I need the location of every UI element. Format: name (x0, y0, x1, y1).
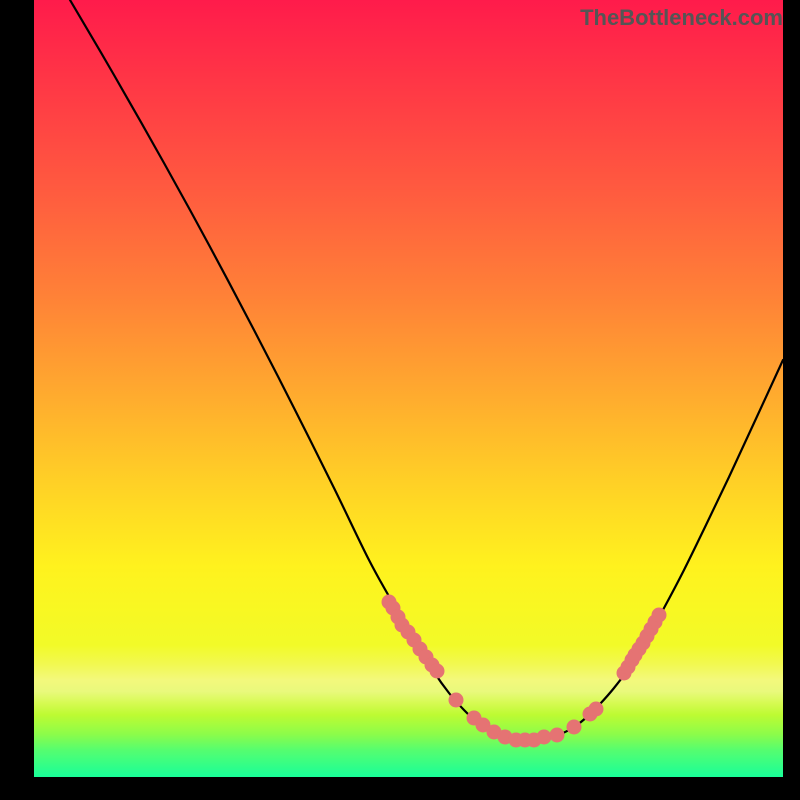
stage: TheBottleneck.com (0, 0, 800, 800)
data-marker (537, 730, 552, 745)
data-marker (652, 608, 667, 623)
data-marker (449, 693, 464, 708)
data-marker (589, 702, 604, 717)
plot-area (34, 0, 783, 777)
chart-svg (34, 0, 783, 777)
watermark-text: TheBottleneck.com (580, 5, 783, 31)
border-right (783, 0, 800, 800)
border-left (0, 0, 34, 800)
data-marker (550, 728, 565, 743)
data-marker (567, 720, 582, 735)
bottleneck-curve (70, 0, 783, 740)
data-marker (430, 664, 445, 679)
border-bottom (0, 777, 800, 800)
